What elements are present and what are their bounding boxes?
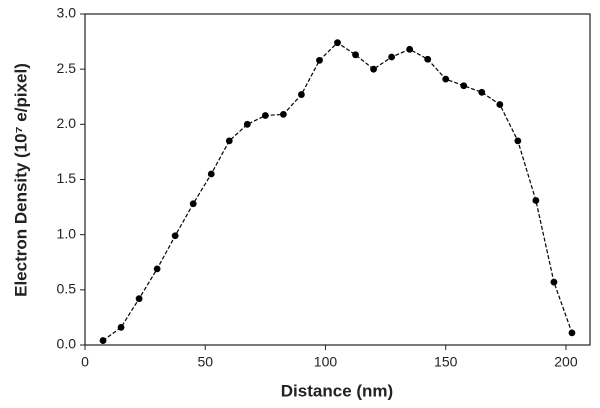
data-point	[99, 337, 107, 344]
data-point	[117, 323, 125, 331]
data-point	[406, 45, 414, 53]
x-tick-label: 50	[197, 354, 213, 370]
series-line	[102, 41, 573, 342]
y-tick-label: 1.5	[57, 170, 77, 186]
data-point	[514, 137, 522, 145]
y-tick-label: 3.0	[57, 5, 77, 21]
data-point	[243, 120, 251, 128]
data-point	[568, 329, 576, 337]
data-point	[171, 232, 179, 240]
data-point	[225, 137, 233, 145]
data-point	[261, 112, 269, 119]
data-point	[279, 111, 287, 118]
x-tick-label: 0	[81, 354, 89, 370]
y-tick-label: 0.5	[57, 281, 77, 297]
data-point	[207, 170, 215, 178]
data-point	[532, 197, 540, 204]
data-point	[334, 39, 341, 47]
data-point	[442, 75, 450, 83]
plot-frame	[84, 13, 591, 346]
data-point	[298, 91, 305, 98]
data-point	[153, 265, 161, 273]
y-tick-label: 2.0	[57, 115, 77, 131]
data-point	[478, 88, 486, 96]
y-tick-label: 2.5	[57, 60, 77, 76]
data-point	[424, 55, 432, 63]
data-point	[460, 82, 468, 90]
x-tick-label: 200	[554, 354, 578, 370]
y-tick-label: 1.0	[57, 225, 77, 241]
data-point	[352, 51, 359, 59]
x-axis-label: Distance (nm)	[281, 381, 393, 400]
data-point	[370, 65, 377, 73]
data-point	[550, 278, 558, 286]
data-point	[388, 53, 396, 61]
y-axis-label: Electron Density (10⁷ e/pixel)	[11, 63, 30, 297]
data-point	[135, 295, 143, 303]
data-point	[316, 56, 323, 64]
y-tick-label: 0.0	[57, 336, 77, 352]
x-tick-label: 100	[314, 354, 338, 370]
data-point	[189, 200, 197, 208]
data-point	[496, 101, 504, 108]
x-tick-label: 150	[434, 354, 458, 370]
